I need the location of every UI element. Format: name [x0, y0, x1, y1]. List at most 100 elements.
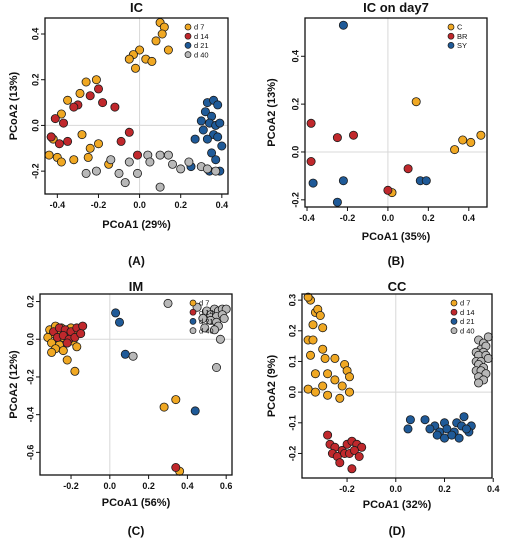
- data-point: [209, 325, 219, 335]
- legend-marker: [450, 318, 458, 325]
- plot-frame: [39, 293, 233, 476]
- data-point: [323, 390, 333, 400]
- legend-marker: [447, 23, 455, 31]
- legend-label: d 21: [460, 317, 475, 326]
- y-tick-label: 0.4: [290, 50, 300, 63]
- legend: d 7d 14d 21d 40: [450, 299, 475, 335]
- legend-label: d 40: [199, 326, 214, 335]
- x-tick-label: -0.4: [299, 213, 315, 223]
- y-tick-label: -0.4: [25, 407, 35, 423]
- data-point: [217, 141, 227, 151]
- data-point: [323, 430, 333, 440]
- series-0: [303, 292, 354, 403]
- data-point: [202, 164, 212, 174]
- series-1: [49, 321, 181, 472]
- plot-frame: [301, 293, 493, 479]
- data-point: [151, 36, 161, 46]
- x-tick-label: 0.0: [382, 213, 395, 223]
- data-point: [466, 137, 476, 147]
- legend-label: d 21: [199, 317, 214, 326]
- data-point: [344, 387, 354, 397]
- data-point: [124, 54, 134, 64]
- series-1: [306, 118, 413, 195]
- data-point: [63, 95, 73, 105]
- x-tick-label: 0.2: [142, 481, 155, 491]
- data-point: [135, 45, 145, 55]
- legend-marker: [447, 32, 455, 40]
- legend-label: d 14: [460, 308, 475, 317]
- data-point: [163, 298, 173, 308]
- data-point: [318, 381, 328, 391]
- data-point: [106, 155, 116, 165]
- data-point: [303, 292, 313, 302]
- data-point: [344, 372, 354, 382]
- data-point: [63, 136, 73, 146]
- legend-label: d 14: [194, 32, 209, 41]
- y-tick-label: 0.2: [287, 325, 297, 338]
- x-tick-label: 0.4: [181, 481, 194, 491]
- data-point: [310, 387, 320, 397]
- data-point: [335, 458, 345, 468]
- data-point: [483, 353, 493, 363]
- data-point: [306, 118, 316, 128]
- chart-title: CC: [388, 279, 407, 294]
- plot-frame: [44, 17, 229, 195]
- data-point: [163, 150, 173, 160]
- data-point: [54, 139, 64, 149]
- x-axis-label: PCoA1 (29%): [102, 219, 171, 231]
- data-point: [425, 424, 435, 434]
- panel-label: (B): [388, 254, 405, 268]
- y-tick-label: 0.0: [287, 386, 297, 399]
- x-tick-label: 0.2: [174, 200, 187, 210]
- series-1: [46, 84, 142, 160]
- y-axis-label: PCoA2 (13%): [266, 78, 278, 147]
- legend-label: C: [457, 23, 463, 32]
- legend-marker: [184, 32, 192, 40]
- data-point: [114, 168, 124, 178]
- data-point: [155, 182, 165, 192]
- data-point: [85, 91, 95, 101]
- data-point: [128, 351, 138, 361]
- data-point: [70, 366, 80, 376]
- data-point: [332, 197, 342, 207]
- x-tick-label: 0.6: [220, 481, 233, 491]
- legend-marker: [447, 42, 455, 49]
- series-0: [387, 97, 486, 198]
- y-tick-label: 0.0: [30, 119, 40, 132]
- y-tick-label: 0.1: [287, 355, 297, 368]
- data-point: [213, 132, 223, 142]
- x-tick-label: -0.2: [91, 200, 107, 210]
- legend-marker: [450, 299, 458, 307]
- legend-marker: [184, 51, 192, 58]
- data-point: [211, 155, 221, 165]
- panel-label: (C): [128, 524, 145, 538]
- x-tick-label: -0.2: [339, 484, 355, 494]
- x-tick-label: 0.4: [487, 484, 500, 494]
- data-point: [348, 130, 358, 140]
- data-point: [56, 157, 66, 167]
- legend-label: SY: [457, 41, 467, 50]
- legend-label: d 7: [460, 299, 470, 308]
- legend-marker: [189, 308, 197, 316]
- plot-frame: [304, 17, 488, 208]
- data-point: [198, 125, 208, 135]
- data-point: [420, 415, 430, 425]
- x-axis-label: PCoA1 (35%): [362, 231, 431, 243]
- y-axis-label: PCoA2 (13%): [8, 71, 20, 140]
- y-tick-label: 0.0: [290, 146, 300, 159]
- x-tick-label: 0.2: [422, 213, 435, 223]
- data-point: [124, 157, 134, 167]
- data-point: [338, 20, 348, 30]
- data-point: [69, 102, 79, 112]
- y-tick-label: 0.2: [30, 73, 40, 86]
- data-point: [56, 109, 66, 119]
- y-tick-label: 0.2: [290, 98, 300, 111]
- data-point: [335, 393, 345, 403]
- data-point: [196, 116, 206, 126]
- legend-marker: [184, 42, 192, 49]
- y-tick-label: -0.2: [290, 192, 300, 208]
- y-tick-label: -0.6: [25, 445, 35, 461]
- series-1: [323, 430, 367, 474]
- data-point: [59, 118, 69, 128]
- data-point: [77, 130, 87, 140]
